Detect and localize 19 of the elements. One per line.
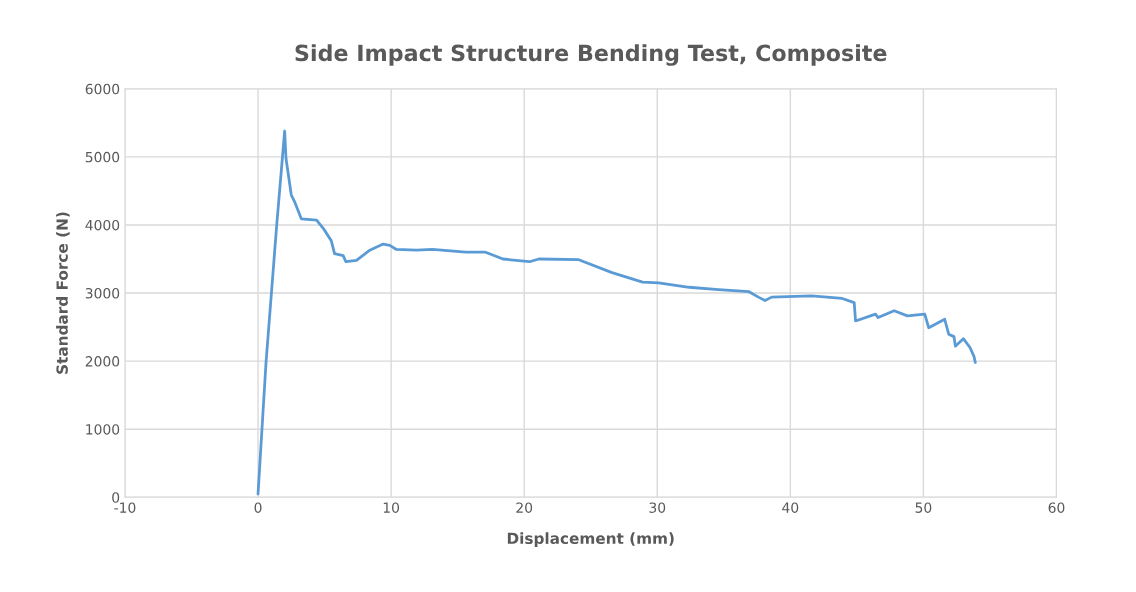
x-tick-label: 30 (649, 502, 666, 513)
y-tick-label: 3000 (85, 288, 120, 299)
x-tick-label: 0 (254, 502, 262, 513)
y-axis-title: Standard Force (N) (56, 212, 70, 374)
x-tick-label: -10 (114, 502, 136, 513)
x-tick-label: 40 (782, 502, 799, 513)
y-tick-label: 2000 (85, 356, 120, 367)
y-tick-label: 1000 (86, 424, 120, 435)
y-tick-label: 4000 (85, 219, 120, 231)
x-tick-label: 50 (915, 502, 932, 513)
y-tick-label: 0 (112, 492, 120, 503)
x-tick-label: 20 (516, 502, 533, 513)
x-tick-label: 60 (1048, 502, 1065, 513)
chart-title: Side Impact Structure Bending Test, Composite (295, 44, 887, 66)
y-tick-label: 5000 (85, 151, 120, 163)
x-tick-label: 10 (383, 502, 400, 513)
line-series (256, 129, 977, 496)
x-axis-title: Displacement (mm) (507, 532, 674, 548)
y-tick-label: 6000 (85, 83, 120, 95)
